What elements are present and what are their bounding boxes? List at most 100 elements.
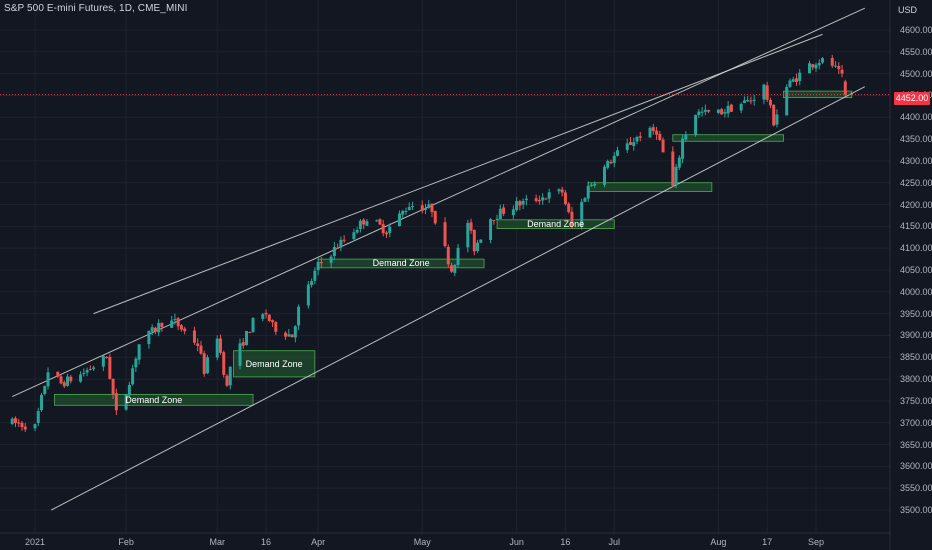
candle-body [124, 394, 128, 410]
candle-body [264, 312, 268, 315]
candle [274, 321, 278, 335]
candle-body [306, 284, 310, 306]
candle [560, 186, 564, 197]
candle-body [43, 386, 47, 394]
candle-body [570, 211, 574, 226]
candle-body [108, 356, 112, 379]
candle [264, 309, 268, 319]
candle [772, 104, 776, 127]
time-tick-label: Sep [807, 537, 825, 547]
candle-body [752, 99, 756, 101]
candle [456, 244, 460, 268]
candle [492, 220, 496, 225]
candle [384, 230, 388, 239]
candle-body [46, 372, 50, 387]
candle-body [694, 114, 698, 135]
candle [752, 94, 756, 106]
price-tick-label: 3500.00 [900, 505, 932, 515]
candle-body [677, 157, 681, 168]
candle-body [111, 378, 115, 395]
candle [225, 374, 229, 387]
candle [388, 223, 392, 238]
candle-body [202, 353, 206, 374]
candle-body [466, 223, 470, 248]
candle-body [583, 198, 587, 202]
candle [589, 182, 593, 187]
candle-body [261, 314, 265, 319]
candle-body [492, 220, 496, 222]
candle-body [310, 281, 314, 285]
candle [557, 188, 561, 195]
candle [342, 235, 346, 243]
channel-lines [12, 7, 866, 511]
candle [20, 420, 24, 431]
candle-body [476, 242, 480, 251]
candle-body [625, 143, 629, 150]
candle [248, 331, 252, 334]
candle-body [134, 358, 138, 368]
candle-body [811, 64, 815, 68]
candle [830, 54, 834, 68]
candle [762, 83, 766, 105]
candle-body [397, 213, 401, 226]
candle-body [40, 394, 44, 411]
price-tick-label: 4150.00 [900, 221, 932, 232]
candle [336, 243, 340, 250]
candle [843, 79, 847, 97]
candle-body [420, 205, 424, 211]
candle-body [739, 103, 743, 111]
candle [332, 241, 336, 261]
candle [811, 63, 815, 71]
candle-body [290, 334, 294, 338]
symbol-title[interactable]: S&P 500 E-mini Futures, 1D, CME_MINI [4, 3, 188, 14]
candle-body [238, 343, 242, 366]
candle [127, 381, 131, 397]
candle-body [537, 200, 541, 202]
candle-body [160, 322, 164, 327]
candle-body [615, 150, 619, 156]
candle-body [215, 338, 219, 358]
candle-body [720, 109, 724, 115]
candle-body [329, 256, 333, 263]
time-tick-label: Aug [710, 537, 727, 547]
candle-body [287, 334, 291, 337]
candle-body [410, 206, 414, 208]
price-tick-label: 4350.00 [900, 134, 932, 145]
candle [521, 198, 525, 210]
candle [251, 317, 255, 333]
price-tick-label: 3850.00 [900, 352, 932, 363]
candle [765, 81, 769, 103]
candle-body [534, 198, 538, 201]
candle [310, 278, 314, 288]
candle-body [453, 264, 457, 273]
candle-body [69, 376, 73, 382]
candle [697, 108, 701, 118]
candle-body [82, 372, 86, 374]
candle [79, 371, 83, 383]
candle-body [319, 262, 323, 264]
candle [173, 313, 177, 325]
candle [671, 146, 675, 188]
candle [655, 126, 659, 140]
candle-body [703, 109, 707, 112]
candle-body [521, 200, 525, 205]
candle [742, 96, 746, 104]
candle-body [495, 218, 499, 220]
candle-body [681, 138, 685, 159]
candle-body [127, 384, 131, 396]
candle-body [245, 331, 249, 346]
candle [153, 326, 157, 335]
candle-body [241, 342, 245, 346]
candle-body [153, 327, 157, 332]
candle [798, 69, 802, 86]
candle [746, 96, 750, 102]
candle-body [375, 220, 379, 222]
candle-body [518, 201, 522, 206]
candle [707, 109, 711, 114]
candle-body [79, 374, 83, 382]
candle [661, 137, 665, 153]
time-tick-label: May [413, 537, 431, 547]
candle [108, 353, 112, 380]
candle [834, 61, 838, 68]
